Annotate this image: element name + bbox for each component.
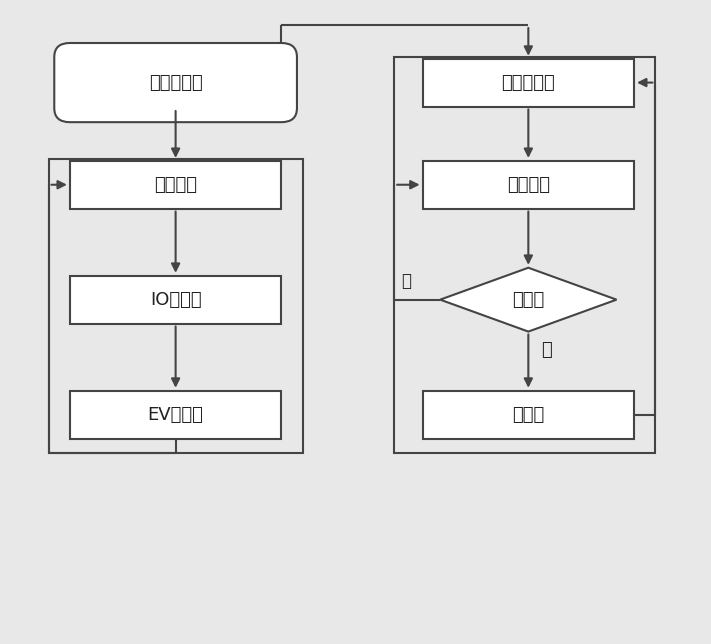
Bar <box>422 391 634 439</box>
Bar <box>70 161 282 209</box>
Text: 否: 否 <box>401 272 412 290</box>
Text: 禁止中断: 禁止中断 <box>154 176 197 194</box>
Text: IO初始化: IO初始化 <box>150 290 201 308</box>
Bar <box>70 276 282 323</box>
Text: 开中断: 开中断 <box>512 406 545 424</box>
Text: 启动？: 启动？ <box>512 290 545 308</box>
FancyBboxPatch shape <box>54 43 297 122</box>
Text: 系统初始化: 系统初始化 <box>149 73 203 91</box>
Polygon shape <box>440 268 616 332</box>
Bar <box>422 161 634 209</box>
Text: 中断初始化: 中断初始化 <box>501 73 555 91</box>
Bar <box>422 59 634 106</box>
Text: 循环等待: 循环等待 <box>507 176 550 194</box>
Bar <box>70 391 282 439</box>
Text: EV初始化: EV初始化 <box>148 406 203 424</box>
Bar <box>395 57 656 453</box>
Text: 是: 是 <box>541 341 552 359</box>
Bar <box>48 159 303 453</box>
